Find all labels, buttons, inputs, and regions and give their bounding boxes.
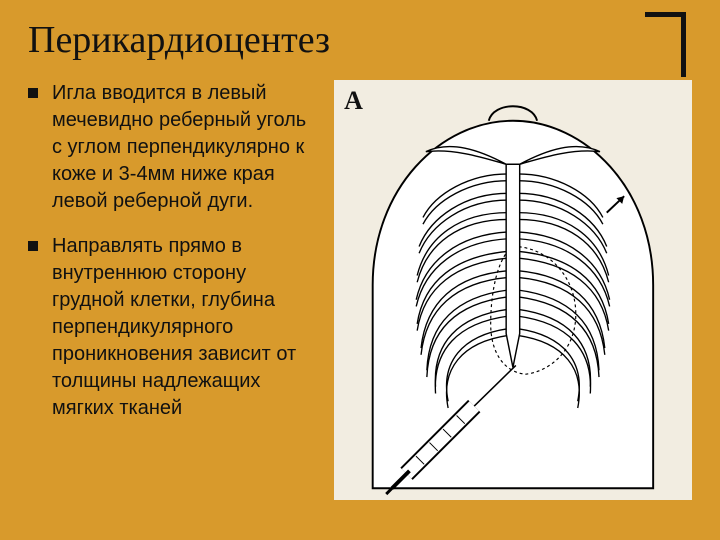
- content-row: Игла вводится в левый мечевидно реберный…: [28, 80, 692, 500]
- slide: Перикардиоцентез Игла вводится в левый м…: [0, 0, 720, 540]
- anatomy-svg: [334, 80, 692, 500]
- bullet-list: Игла вводится в левый мечевидно реберный…: [28, 80, 326, 440]
- bullet-marker-icon: [28, 88, 38, 98]
- figure-label: A: [344, 86, 363, 116]
- list-item: Направлять прямо в внутреннюю сторону гр…: [28, 233, 318, 422]
- bullet-text: Игла вводится в левый мечевидно реберный…: [52, 80, 318, 215]
- anatomy-figure: A: [334, 80, 692, 500]
- bullet-text: Направлять прямо в внутреннюю сторону гр…: [52, 233, 318, 422]
- list-item: Игла вводится в левый мечевидно реберный…: [28, 80, 318, 215]
- corner-bracket-decoration: [645, 12, 686, 77]
- bullet-marker-icon: [28, 241, 38, 251]
- slide-title: Перикардиоцентез: [28, 18, 692, 62]
